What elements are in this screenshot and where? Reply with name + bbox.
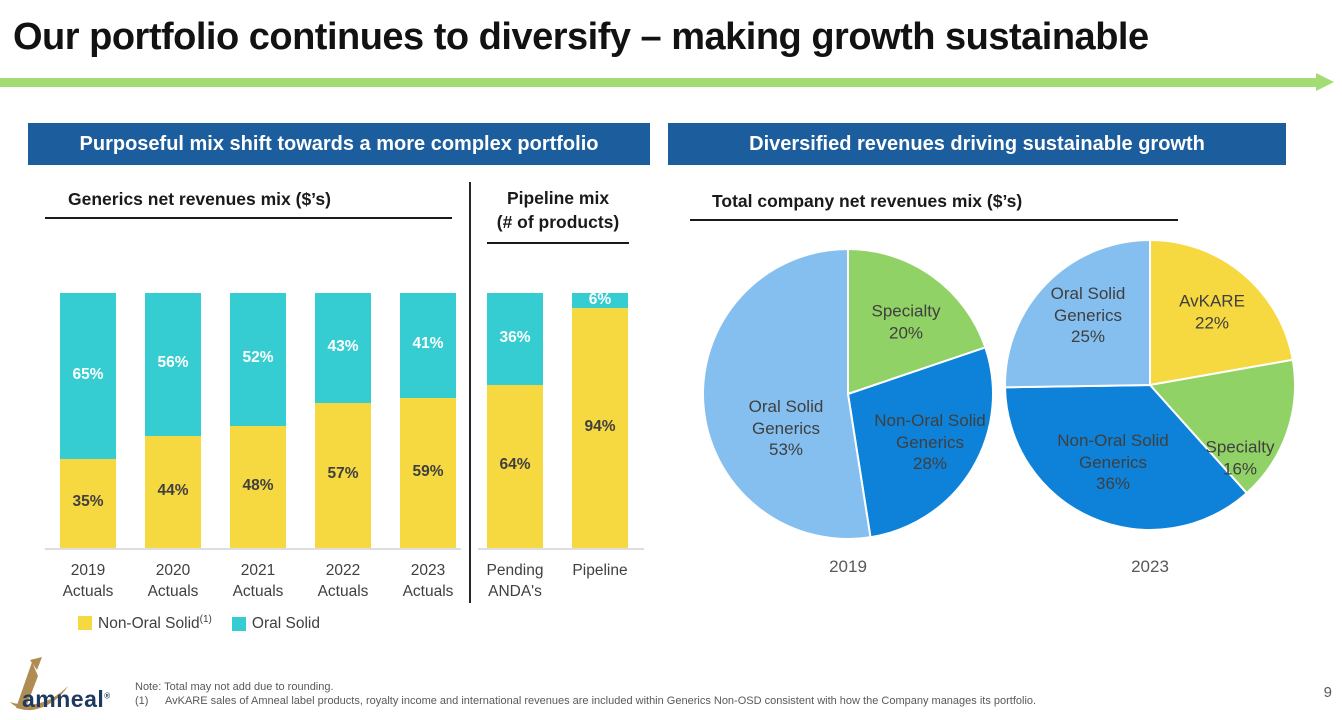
bar-value-label: 36% [499,328,531,346]
bar-value-label: 44% [157,481,189,499]
bar-value-label: 64% [499,456,531,474]
legend-item-non-oral-solid: Non-Oral Solid(1) [78,614,212,633]
right-panel-header: Diversified revenues driving sustainable… [668,123,1286,165]
bar-axis-line-left [45,548,461,550]
bar-axis-line-right [478,548,644,550]
amneal-logo-text: amneal® [22,686,111,712]
bar-segment-non-oral-solid-pipeline [572,308,628,548]
bar-value-label: 43% [327,337,359,355]
bar-value-label: 65% [72,365,104,383]
bar-segment-non-oral-solid-pending-anda-s [487,384,543,548]
bar-segment-non-oral-solid-2022-actuals [315,402,371,548]
bar-value-label: 52% [242,349,274,367]
bar-segment-oral-solid-2023-actuals [400,293,456,398]
legend-label-oral-solid: Oral Solid [251,614,320,632]
registered-mark: ® [104,691,111,701]
footer-note-line2: (1) AvKARE sales of Amneal label products… [135,694,1036,708]
legend-swatch-oral-solid [231,616,246,631]
pie-year-label-2023: 2023 [1131,557,1169,576]
bar-value-label: 41% [412,335,444,353]
bar-x-label-2021-actuals: 2021 Actuals [232,562,284,600]
bar-value-label: 6% [588,290,612,308]
bar-segment-non-oral-solid-2019-actuals [60,458,116,548]
bar-segment-non-oral-solid-2020-actuals [145,435,201,548]
arrow-right-icon [1316,73,1334,91]
bar-x-label-2020-actuals: 2020 Actuals [147,562,199,600]
bar-segment-non-oral-solid-2021-actuals [230,425,286,548]
bar-value-label: 35% [72,493,104,511]
legend-superscript: (1) [199,614,212,625]
pipeline-title-rule [487,242,629,244]
pie-label-2023-non-oral-solid-generics: Non-Oral Solid Generics 36% [1057,430,1169,493]
pie-label-2023-oral-solid-generics: Oral Solid Generics 25% [1050,283,1126,346]
left-panel-header: Purposeful mix shift towards a more comp… [28,123,650,165]
bar-segment-oral-solid-2021-actuals [230,293,286,426]
bar-x-label-pending-anda-s: Pending ANDA's [486,562,544,600]
bar-segment-non-oral-solid-2023-actuals [400,397,456,548]
generics-chart-title: Generics net revenues mix ($’s) [68,189,331,209]
pipeline-title-line2: (# of products) [496,212,620,232]
bar-legend: Non-Oral Solid(1) Oral Solid [78,614,320,633]
footnote-text: AvKARE sales of Amneal label products, r… [165,695,1037,707]
bar-segment-oral-solid-2020-actuals [145,293,201,436]
footer-note-line1: Note: Total may not add due to rounding. [135,681,334,693]
pipeline-title-line1: Pipeline mix [506,188,610,208]
bar-segment-oral-solid-2022-actuals [315,293,371,403]
bar-x-label-2023-actuals: 2023 Actuals [402,562,454,600]
pie-label-2019-oral-solid-generics: Oral Solid Generics 53% [748,396,824,459]
bar-value-label: 57% [327,465,359,483]
footer-notes: Note: Total may not add due to rounding.… [135,680,1036,708]
pie-slice-2019-oral-solid-generics [702,247,872,540]
pipeline-chart-title: Pipeline mix (# of products) [476,186,640,234]
page-title: Our portfolio continues to diversify – m… [13,16,1149,58]
bar-segment-oral-solid-pipeline [572,293,628,309]
pie-label-2023-avkare: AvKARE 22% [1179,291,1245,333]
page-number: 9 [1323,684,1332,701]
generics-title-rule [45,217,452,219]
bar-x-label-2022-actuals: 2022 Actuals [317,562,369,600]
bar-segment-oral-solid-2019-actuals [60,293,116,459]
bar-value-label: 56% [157,354,189,372]
pies-title-rule [690,219,1178,221]
bar-x-label-2019-actuals: 2019 Actuals [62,562,114,600]
bar-value-label: 59% [412,462,444,480]
bar-value-label: 48% [242,476,274,494]
pie-label-2019-specialty: Specialty 20% [871,301,941,343]
bar-x-label-pipeline: Pipeline [572,562,628,579]
pie-year-label-2019: 2019 [829,557,867,576]
bar-value-label: 94% [584,418,616,436]
pies-section-title: Total company net revenues mix ($’s) [712,191,1023,211]
title-underline-rule [0,78,1316,87]
amneal-logo-swoosh-icon [10,657,68,711]
chart-section-divider [469,182,471,603]
bar-segment-oral-solid-pending-anda-s [487,293,543,385]
pie-label-2019-non-oral-solid-generics: Non-Oral Solid Generics 28% [874,410,986,473]
legend-swatch-non-oral-solid [78,616,92,630]
legend-label-non-oral-solid: Non-Oral Solid(1) [98,614,212,633]
footnote-ref: (1) [135,695,149,707]
legend-item-oral-solid: Oral Solid [231,614,320,633]
pie-label-2023-specialty: Specialty 16% [1205,437,1275,479]
